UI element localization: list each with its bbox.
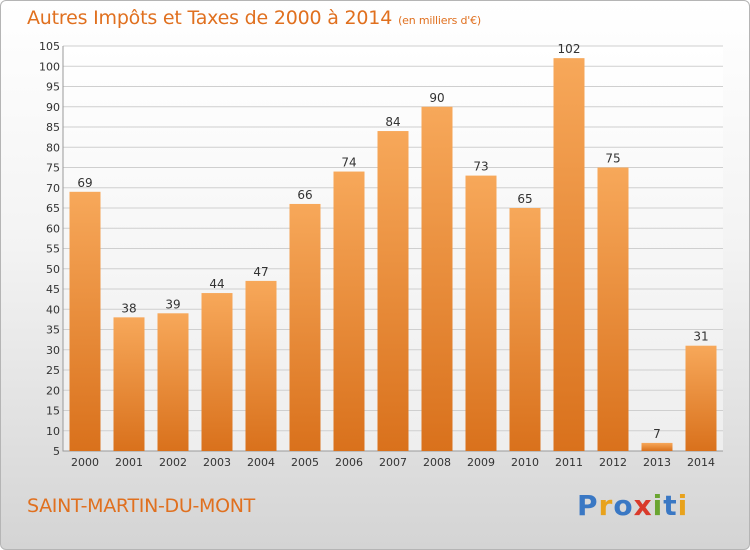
- x-tick-label: 2005: [291, 456, 319, 469]
- bar-2000: [69, 191, 101, 452]
- bar-2005: [289, 203, 321, 451]
- x-tick-label: 2002: [159, 456, 187, 469]
- data-label: 47: [253, 265, 268, 279]
- logo-letter: o: [613, 489, 634, 522]
- y-tick-label: 10: [46, 425, 60, 438]
- logo-letter: r: [598, 489, 614, 522]
- bar-2001: [113, 317, 145, 451]
- y-tick-label: 60: [46, 222, 60, 235]
- x-tick-label: 2014: [687, 456, 715, 469]
- y-tick-label: 100: [39, 60, 60, 73]
- x-tick-label: 2009: [467, 456, 495, 469]
- bar-2009: [465, 175, 497, 451]
- y-tick-label: 80: [46, 141, 60, 154]
- bar-2014: [685, 345, 717, 451]
- bar-2011: [553, 58, 585, 452]
- proxiti-logo: Proxiti: [577, 489, 688, 522]
- y-tick-label: 65: [46, 202, 60, 215]
- y-tick-label: 90: [46, 101, 60, 114]
- bars: [69, 58, 717, 452]
- bar-2004: [245, 280, 277, 451]
- data-labels: 69 38 39 44 47 66 74 84 90 73 65 102 75 7 31: [77, 42, 708, 441]
- x-tick-label: 2003: [203, 456, 231, 469]
- chart-unit: (en milliers d'€): [398, 14, 481, 27]
- y-tick-label: 50: [46, 263, 60, 276]
- bar-2012: [597, 167, 629, 451]
- logo-letter: i: [677, 489, 689, 522]
- logo-letter: i: [652, 489, 664, 522]
- y-tick-label: 85: [46, 121, 60, 134]
- y-tick-label: 55: [46, 243, 60, 256]
- y-tick-label: 45: [46, 283, 60, 296]
- data-label: 73: [473, 160, 488, 174]
- y-tick-label: 75: [46, 162, 60, 175]
- y-tick-label: 70: [46, 182, 60, 195]
- bar-2003: [201, 293, 233, 451]
- axis-lines: [62, 46, 723, 452]
- city-name: SAINT-MARTIN-DU-MONT: [27, 495, 255, 517]
- x-tick-label: 2008: [423, 456, 451, 469]
- data-label: 66: [297, 188, 312, 202]
- data-label: 102: [558, 42, 581, 56]
- x-tick-label: 2011: [555, 456, 583, 469]
- logo-letter: x: [633, 489, 653, 522]
- bar-2008: [421, 106, 453, 451]
- bar-2013: [641, 442, 673, 451]
- data-label: 38: [121, 301, 136, 315]
- x-tick-label: 2013: [643, 456, 671, 469]
- y-tick-label: 15: [46, 405, 60, 418]
- x-tick-label: 2001: [115, 456, 143, 469]
- x-tick-label: 2007: [379, 456, 407, 469]
- data-label: 90: [429, 91, 444, 105]
- bar-2002: [157, 313, 189, 451]
- x-tick-label: 2004: [247, 456, 275, 469]
- data-label: 74: [341, 156, 356, 170]
- chart-title: Autres Impôts et Taxes de 2000 à 2014 (en…: [27, 7, 481, 29]
- data-label: 65: [517, 192, 532, 206]
- data-label: 75: [605, 152, 620, 166]
- bar-2007: [377, 131, 409, 452]
- bar-2010: [509, 208, 541, 451]
- y-tick-label: 30: [46, 344, 60, 357]
- y-tick-label: 35: [46, 324, 60, 337]
- bar-2006: [333, 171, 365, 452]
- data-label: 44: [209, 277, 224, 291]
- x-tick-label: 2012: [599, 456, 627, 469]
- logo-letter: t: [663, 489, 678, 522]
- data-label: 69: [77, 176, 92, 190]
- data-label: 31: [693, 330, 708, 344]
- data-label: 84: [385, 115, 400, 129]
- y-tick-label: 5: [53, 445, 60, 458]
- x-tick-label: 2006: [335, 456, 363, 469]
- y-tick-label: 20: [46, 384, 60, 397]
- y-axis-ticks: 5 10 15 20 25 30 35 40 45 50 55 60 65 70 75 80 85 90 95 100…: [39, 40, 60, 458]
- y-tick-label: 25: [46, 364, 60, 377]
- x-tick-label: 2010: [511, 456, 539, 469]
- logo-letter: P: [577, 489, 599, 522]
- x-axis-ticks: 2000 2001 2002 2003 2004 2005 2006 2007 2008 2009…: [71, 456, 715, 469]
- chart-title-text: Autres Impôts et Taxes de 2000 à 2014: [27, 7, 393, 29]
- data-label: 39: [165, 297, 180, 311]
- y-tick-label: 105: [39, 40, 60, 53]
- y-tick-label: 95: [46, 81, 60, 94]
- data-label: 7: [653, 427, 661, 441]
- x-tick-label: 2000: [71, 456, 99, 469]
- y-tick-label: 40: [46, 303, 60, 316]
